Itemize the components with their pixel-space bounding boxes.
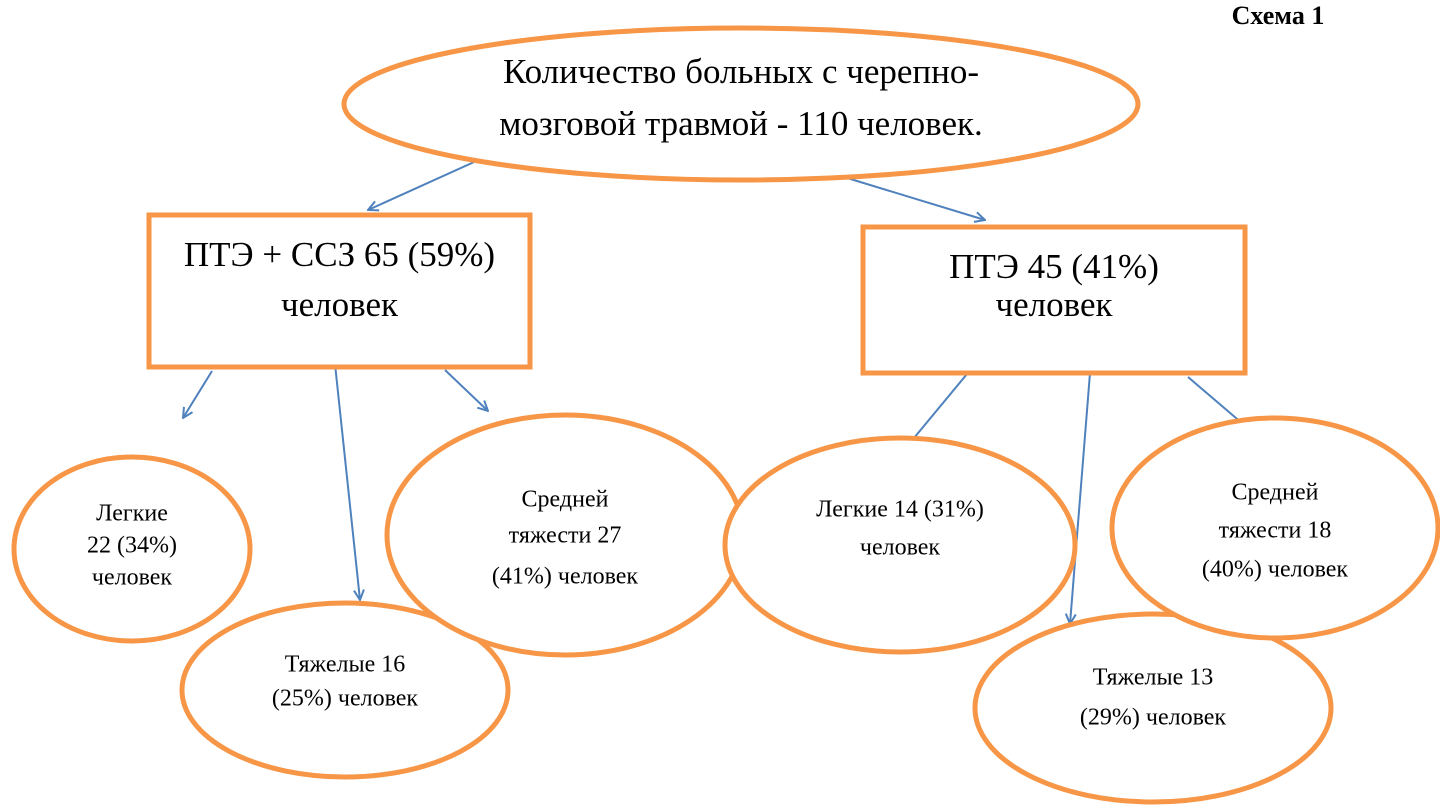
node-label: ПТЭ + ССЗ 65 (59%): [184, 235, 495, 274]
node-ellipse: [1109, 415, 1440, 641]
node-label: Средней: [1232, 480, 1319, 506]
node-ellipse: [341, 25, 1141, 183]
node: Легкие 14 (31%) человек: [722, 435, 1078, 655]
arrows: [183, 152, 1250, 624]
arrow: [1070, 372, 1091, 624]
arrow: [334, 363, 360, 600]
node-label: (41%) человек: [492, 564, 639, 590]
node-label: человек: [92, 565, 173, 591]
node: Средней тяжести 27 (41%) человек: [384, 412, 746, 658]
node-label: (29%) человек: [1080, 705, 1227, 731]
arrow: [183, 370, 213, 418]
node-label: человек: [281, 285, 399, 324]
node: Тяжелые 13 (29%) человек: [972, 611, 1334, 805]
node: Легкие 22 (34%) человек: [11, 454, 253, 644]
node-label: Средней: [522, 487, 609, 513]
scheme-title: Схема 1: [1232, 1, 1325, 30]
node: Количество больных с черепно-мозговой тр…: [341, 25, 1141, 183]
node-label: (25%) человек: [272, 686, 419, 712]
nodes: Количество больных с черепно-мозговой тр…: [11, 25, 1440, 805]
node-label: мозговой травмой - 110 человек.: [499, 104, 983, 143]
node-label: Легкие: [96, 501, 168, 527]
node-box: [146, 212, 533, 370]
node-label: (40%) человек: [1202, 557, 1349, 583]
node-label: Тяжелые 13: [1093, 665, 1213, 691]
node-label: 22 (34%): [87, 533, 177, 559]
arrow: [444, 369, 488, 411]
node-label: тяжести 27: [509, 523, 622, 549]
node-ellipse: [11, 454, 253, 644]
node-label: человек: [860, 535, 941, 561]
node-ellipse: [972, 611, 1334, 805]
arrow: [833, 173, 985, 220]
node-ellipse: [179, 600, 511, 780]
node: ПТЭ + ССЗ 65 (59%) человек: [146, 212, 533, 370]
node-ellipse: [722, 435, 1078, 655]
node-label: Легкие 14 (31%): [816, 497, 984, 523]
node-label: Тяжелые 16: [285, 652, 405, 678]
node-box: [860, 224, 1248, 376]
node-label: ПТЭ 45 (41%): [949, 247, 1159, 286]
node: Средней тяжести 18 (40%) человек: [1109, 415, 1440, 641]
node-label: человек: [996, 285, 1114, 324]
node: ПТЭ 45 (41%)человек: [860, 224, 1248, 376]
node-label: тяжести 18: [1219, 518, 1332, 544]
node-label: Количество больных с черепно-: [503, 52, 979, 91]
node: Тяжелые 16 (25%) человек: [179, 600, 511, 780]
